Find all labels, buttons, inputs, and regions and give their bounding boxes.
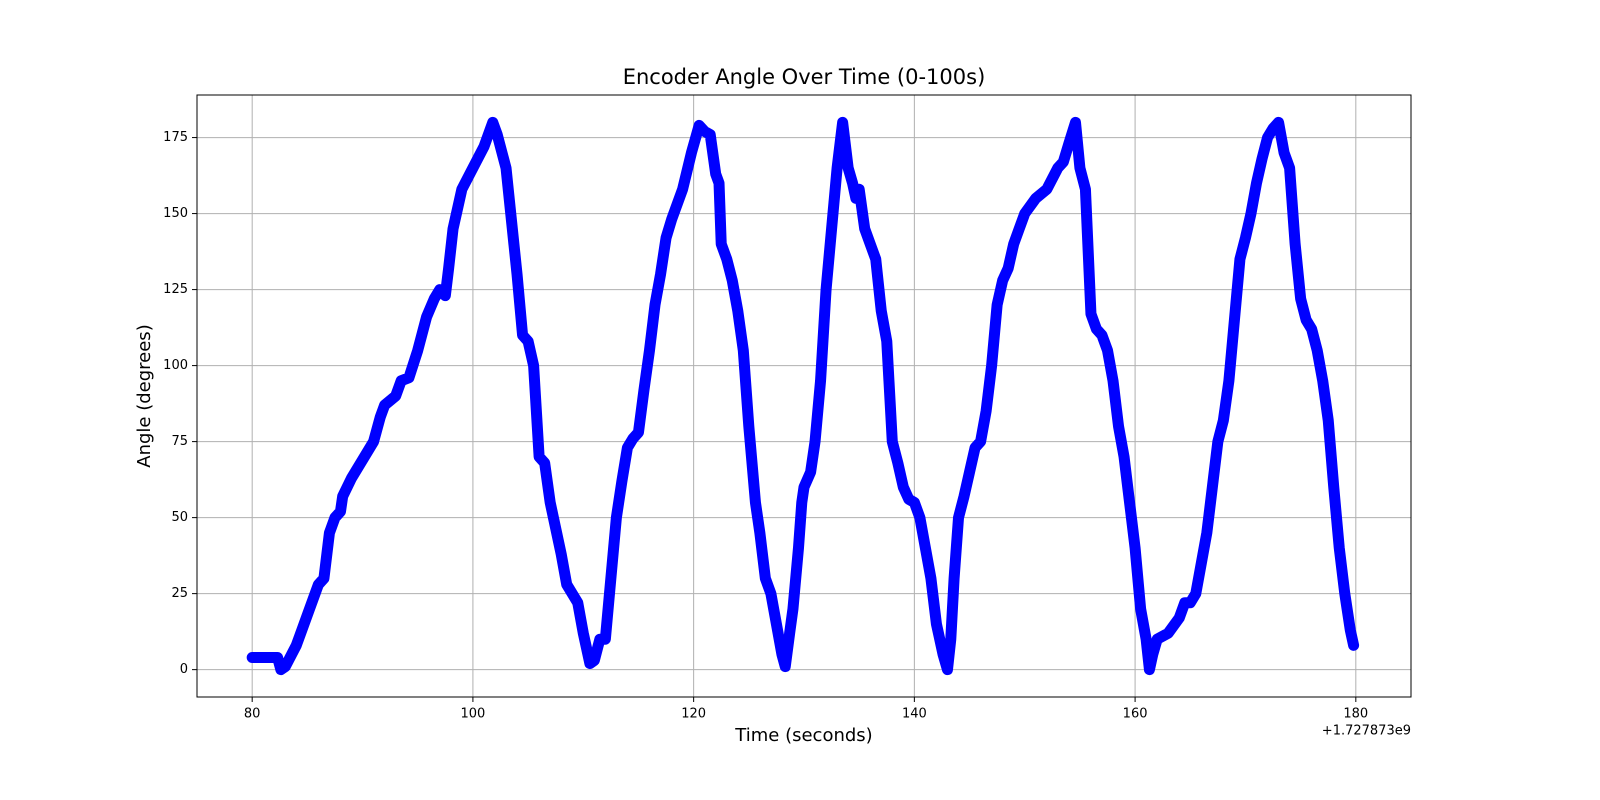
- x-axis-label: Time (seconds): [734, 725, 872, 746]
- y-axis-label: Angle (degrees): [134, 324, 155, 467]
- y-tick-label: 100: [163, 358, 188, 373]
- x-tick-label: 80: [244, 707, 261, 722]
- y-tick-label: 0: [180, 662, 188, 677]
- data-line: [246, 116, 1360, 676]
- chart-title: Encoder Angle Over Time (0-100s): [623, 65, 986, 89]
- x-tick-label: 140: [902, 707, 927, 722]
- x-tick-label: 160: [1123, 707, 1148, 722]
- y-tick-label: 150: [163, 206, 188, 221]
- y-tick-label: 125: [163, 282, 188, 297]
- y-tick-label: 175: [163, 130, 188, 145]
- y-tick-label: 25: [171, 586, 188, 601]
- x-offset-text: +1.727873e9: [1322, 724, 1411, 739]
- y-tick-label: 50: [171, 510, 188, 525]
- x-tick-label: 180: [1343, 707, 1368, 722]
- plot-frame: [196, 94, 1412, 698]
- x-tick-label: 120: [681, 707, 706, 722]
- y-tick-label: 75: [171, 434, 188, 449]
- x-tick-label: 100: [460, 707, 485, 722]
